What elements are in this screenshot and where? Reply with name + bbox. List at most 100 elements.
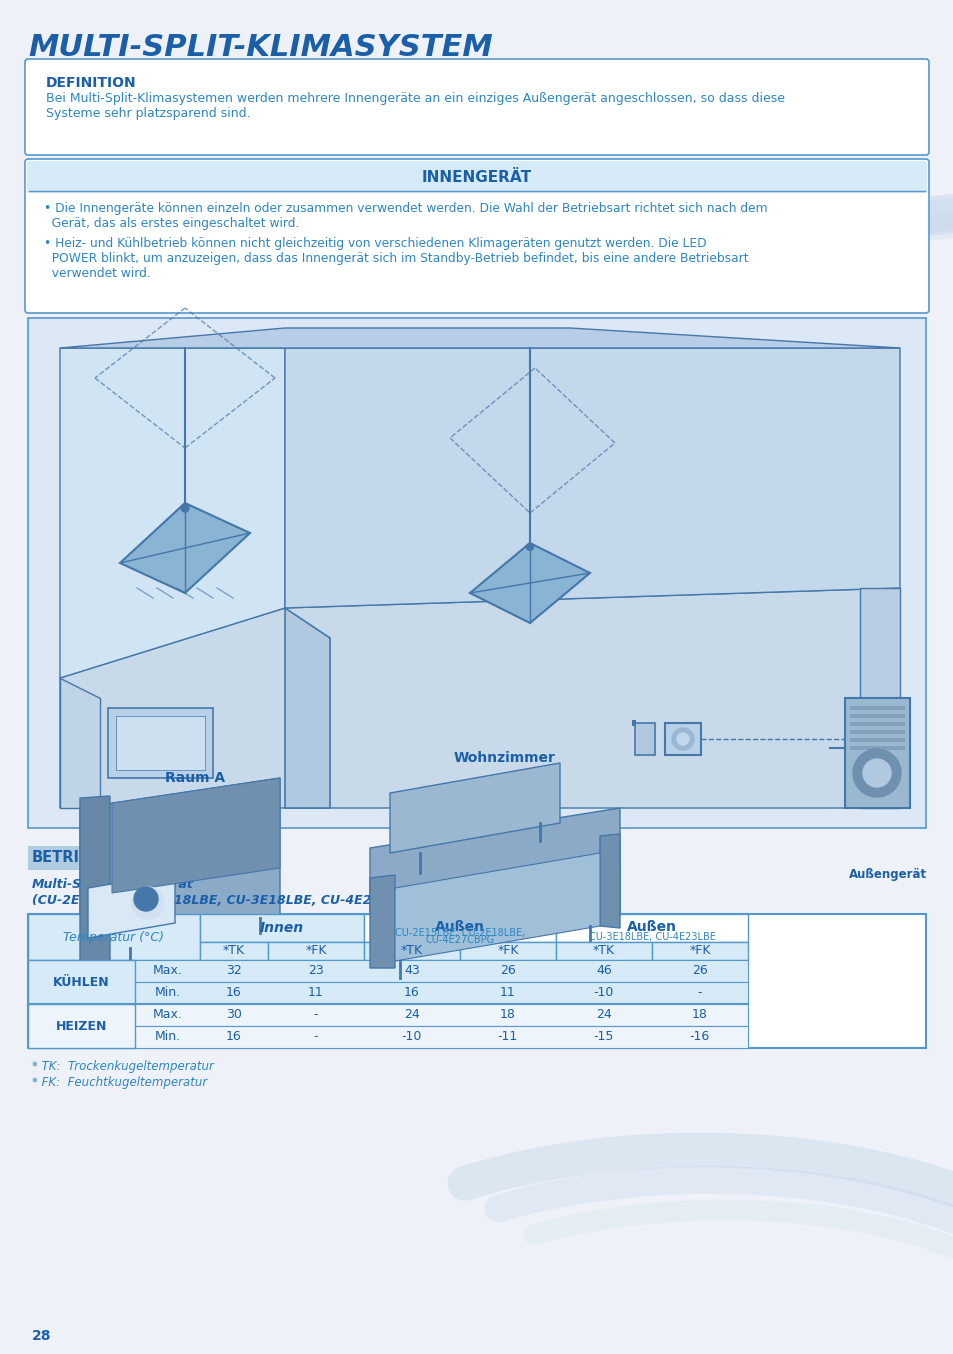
- Polygon shape: [599, 834, 619, 927]
- Text: DEFINITION: DEFINITION: [46, 76, 136, 89]
- Polygon shape: [80, 779, 280, 948]
- Polygon shape: [859, 588, 899, 808]
- Polygon shape: [370, 868, 619, 968]
- Polygon shape: [390, 764, 559, 853]
- Text: 43: 43: [404, 964, 419, 978]
- Bar: [200, 914, 364, 942]
- Bar: [28, 1005, 747, 1026]
- Text: Min.: Min.: [154, 987, 180, 999]
- Text: Wohnzimmer: Wohnzimmer: [454, 751, 556, 765]
- Polygon shape: [395, 853, 599, 961]
- Text: 16: 16: [404, 987, 419, 999]
- Text: -16: -16: [689, 1030, 709, 1044]
- Text: INNENGERÄT: INNENGERÄT: [421, 169, 532, 184]
- Text: 30: 30: [226, 1009, 242, 1021]
- Text: *TK: *TK: [223, 945, 245, 957]
- Bar: [28, 914, 200, 960]
- Bar: [849, 746, 904, 750]
- Bar: [28, 960, 747, 982]
- Bar: [849, 738, 904, 742]
- Bar: [849, 705, 904, 709]
- Text: KÜHLEN: KÜHLEN: [53, 975, 110, 988]
- Text: Systeme sehr platzsparend sind.: Systeme sehr platzsparend sind.: [46, 107, 251, 121]
- Text: 11: 11: [308, 987, 323, 999]
- Text: Außen: Außen: [435, 919, 484, 934]
- Bar: [849, 714, 904, 718]
- Text: Temperatur (°C): Temperatur (°C): [64, 930, 164, 944]
- Text: * TK:  Trockenkugeltemperatur: * TK: Trockenkugeltemperatur: [32, 1060, 213, 1072]
- Text: *FK: *FK: [305, 945, 327, 957]
- Bar: [631, 720, 636, 726]
- Text: 18: 18: [499, 1009, 516, 1021]
- Text: Außen: Außen: [626, 919, 677, 934]
- Bar: [849, 722, 904, 726]
- Text: Außengerät: Außengerät: [848, 868, 926, 881]
- Text: *TK: *TK: [400, 945, 422, 957]
- Polygon shape: [60, 328, 899, 348]
- Text: 46: 46: [596, 964, 611, 978]
- Text: POWER blinkt, um anzuzeigen, dass das Innengerät sich im Standby-Betrieb befinde: POWER blinkt, um anzuzeigen, dass das In…: [44, 252, 748, 265]
- Text: CU-4E27CBPG: CU-4E27CBPG: [425, 936, 494, 945]
- Text: Min.: Min.: [154, 1030, 180, 1044]
- Circle shape: [181, 504, 189, 512]
- Bar: [664, 723, 700, 756]
- Circle shape: [862, 760, 890, 787]
- Text: Max.: Max.: [152, 1009, 182, 1021]
- Text: BETRIEBSBEREICHE: BETRIEBSBEREICHE: [32, 850, 193, 865]
- Text: CU-2E15LBE, CU-2E18LBE,: CU-2E15LBE, CU-2E18LBE,: [395, 927, 524, 938]
- FancyBboxPatch shape: [25, 158, 928, 313]
- Polygon shape: [370, 808, 619, 968]
- Text: 16: 16: [226, 987, 242, 999]
- Text: *FK: *FK: [497, 945, 518, 957]
- Text: -10: -10: [401, 1030, 422, 1044]
- Polygon shape: [60, 678, 100, 808]
- Text: *FK: *FK: [688, 945, 710, 957]
- Circle shape: [677, 733, 688, 745]
- Bar: [28, 960, 135, 1005]
- Text: 26: 26: [691, 964, 707, 978]
- Polygon shape: [120, 502, 250, 593]
- Bar: [268, 942, 364, 960]
- Text: 28: 28: [32, 1330, 51, 1343]
- Text: • Heiz- und Kühlbetrieb können nicht gleichzeitig von verschiedenen Klimageräten: • Heiz- und Kühlbetrieb können nicht gle…: [44, 237, 706, 250]
- Text: MULTI-SPLIT-KLIMASYSTEM: MULTI-SPLIT-KLIMASYSTEM: [28, 34, 493, 62]
- Text: HEIZEN: HEIZEN: [56, 1020, 107, 1033]
- Bar: [459, 942, 556, 960]
- Polygon shape: [285, 608, 330, 808]
- Bar: [28, 1026, 747, 1048]
- Text: 16: 16: [226, 1030, 242, 1044]
- Text: verwendet wird.: verwendet wird.: [44, 267, 151, 280]
- Bar: [651, 942, 747, 960]
- Text: (CU-2E15LBE, CU-2E18LBE, CU-3E18LBE, CU-4E23LBE, CU-4E27CBPG): (CU-2E15LBE, CU-2E18LBE, CU-3E18LBE, CU-…: [32, 894, 517, 907]
- Bar: [28, 1005, 135, 1048]
- Circle shape: [526, 543, 533, 551]
- Circle shape: [132, 887, 164, 919]
- Polygon shape: [60, 588, 899, 808]
- Text: -: -: [697, 987, 701, 999]
- Text: Multi-Split-Außengerät: Multi-Split-Außengerät: [32, 877, 193, 891]
- Polygon shape: [470, 543, 589, 623]
- Text: Raum A: Raum A: [165, 770, 225, 785]
- Text: 23: 23: [308, 964, 323, 978]
- Bar: [849, 730, 904, 734]
- Bar: [844, 699, 909, 808]
- Text: 18: 18: [691, 1009, 707, 1021]
- Text: • Die Innengeräte können einzeln oder zusammen verwendet werden. Die Wahl der Be: • Die Innengeräte können einzeln oder zu…: [44, 202, 767, 215]
- Bar: [116, 716, 205, 770]
- Text: 32: 32: [226, 964, 242, 978]
- Circle shape: [133, 887, 158, 911]
- Polygon shape: [88, 873, 174, 938]
- Text: Bei Multi-Split-Klimasystemen werden mehrere Innengeräte an ein einziges Außenge: Bei Multi-Split-Klimasystemen werden meh…: [46, 92, 784, 106]
- Text: 11: 11: [499, 987, 516, 999]
- Text: -: -: [314, 1030, 318, 1044]
- Bar: [556, 942, 651, 960]
- Text: -: -: [314, 1009, 318, 1021]
- Text: 24: 24: [404, 1009, 419, 1021]
- Bar: [28, 914, 925, 1048]
- Text: * FK:  Feuchtkugeltemperatur: * FK: Feuchtkugeltemperatur: [32, 1076, 207, 1089]
- Text: *TK: *TK: [593, 945, 615, 957]
- Polygon shape: [80, 796, 110, 968]
- Bar: [28, 318, 925, 829]
- Bar: [108, 708, 213, 779]
- Bar: [364, 942, 459, 960]
